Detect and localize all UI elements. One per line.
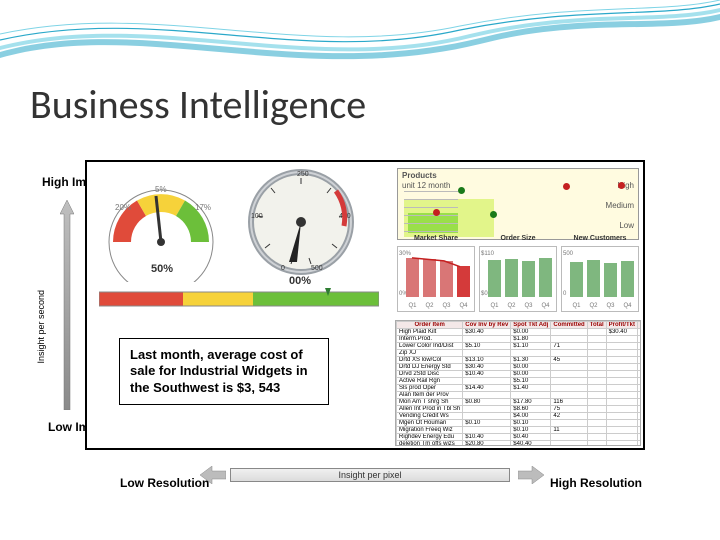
small-charts-quadrant: Products unit 12 month HighMediumLow Mar… (395, 166, 641, 316)
slide-wave-decoration (0, 0, 720, 80)
svg-text:0: 0 (281, 265, 285, 272)
donut-pct-right: 17% (195, 203, 211, 212)
semi-donut-gauge: 20% 5% 17% 50% (95, 172, 227, 282)
donut-pct-left: 20% (115, 203, 131, 212)
mini-chart-order-size: Order Size$110$0.00Q1Q2Q3Q4 (479, 246, 557, 312)
data-table-quadrant: Order ItemCov Inv by RevSpot Tkt AdjComm… (395, 320, 641, 446)
y-axis-metric-label: Insight per second (36, 290, 46, 364)
donut-pct-mid: 5% (155, 185, 167, 194)
x-axis-metric-bar: Insight per pixel (230, 468, 510, 482)
y-axis-arrow (60, 200, 74, 410)
donut-value: 50% (151, 263, 173, 275)
svg-text:500: 500 (311, 265, 323, 272)
dashboard-panel: 20% 5% 17% 50% 250 100 400 (85, 160, 645, 450)
insight-text-box: Last month, average cost of sale for Ind… (119, 338, 329, 405)
x-axis-high-label: High Resolution (550, 476, 642, 490)
svg-text:250: 250 (297, 171, 309, 178)
round-dial-value: 00% (289, 275, 311, 286)
scatter-title: Products (402, 171, 437, 180)
round-dial-gauge: 250 100 400 0 500 00% (241, 166, 361, 286)
x-axis-low-label: Low Resolution (120, 476, 209, 490)
x-axis-arrow-right (518, 466, 544, 484)
mini-chart-new-customers: New Customers5000Q1Q2Q3Q4 (561, 246, 639, 312)
gauges-quadrant: 20% 5% 17% 50% 250 100 400 (91, 166, 391, 316)
scatter-subtitle: unit 12 month (402, 181, 450, 190)
order-items-table: Order ItemCov Inv by RevSpot Tkt AdjComm… (395, 320, 641, 446)
slide-title: Business Intelligence (30, 80, 366, 129)
x-axis-arrow-left (200, 466, 226, 484)
products-scatter-chart: Products unit 12 month HighMediumLow (397, 168, 639, 240)
svg-text:100: 100 (251, 213, 263, 220)
text-insight-quadrant: Last month, average cost of sale for Ind… (91, 320, 391, 446)
mini-chart-market-share: Market Share30%0%Q1Q2Q3Q4 (397, 246, 475, 312)
linear-ryg-gauge (99, 288, 379, 312)
